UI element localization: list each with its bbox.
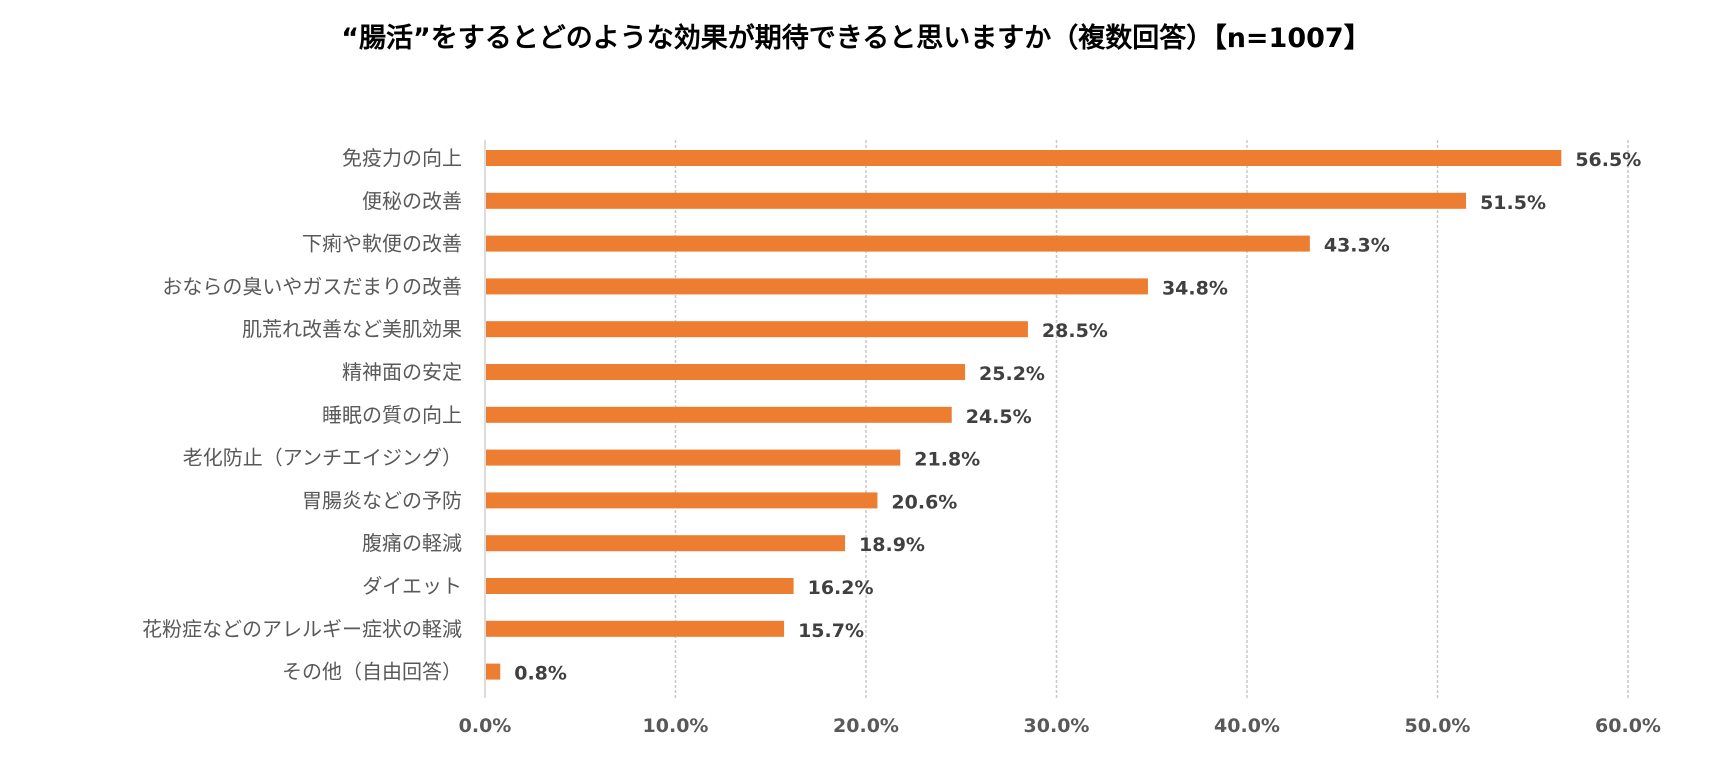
x-tick-label: 60.0% (1595, 715, 1661, 737)
data-label: 0.8% (514, 663, 567, 685)
category-label: 精神面の安定 (342, 360, 462, 384)
data-label: 18.9% (859, 534, 925, 556)
data-label: 24.5% (966, 406, 1032, 428)
data-label: 28.5% (1042, 320, 1108, 342)
bar (486, 449, 901, 466)
category-label: 花粉症などのアレルギー症状の軽減 (142, 617, 462, 641)
bar (486, 235, 1310, 252)
data-label: 16.2% (808, 577, 874, 599)
data-label: 15.7% (798, 620, 864, 642)
bar (486, 321, 1028, 338)
bar (486, 492, 878, 509)
category-label: 下痢や軟便の改善 (302, 232, 462, 256)
category-label: ダイエット (362, 574, 462, 598)
x-tick-label: 10.0% (643, 715, 709, 737)
category-label: 肌荒れ改善など美肌効果 (242, 317, 462, 341)
category-label: 免疫力の向上 (342, 146, 462, 170)
bar (486, 663, 501, 680)
x-tick-label: 30.0% (1024, 715, 1090, 737)
category-label: 老化防止（アンチエイジング） (183, 446, 462, 470)
grid-layer (484, 140, 1629, 698)
x-tick-label: 20.0% (833, 715, 899, 737)
category-label: 腹痛の軽減 (362, 531, 462, 555)
data-label: 25.2% (979, 363, 1045, 385)
bar (486, 406, 952, 423)
category-label: 睡眠の質の向上 (322, 403, 462, 427)
bar (486, 620, 785, 637)
labels-layer: 免疫力の向上 56.5% 便秘の改善 51.5% 下痢や軟便の改善 43.3% おならの臭い… (142, 146, 1641, 685)
bar (486, 364, 966, 380)
category-label: 便秘の改善 (362, 189, 462, 213)
chart-title: “腸活”をするとどのような効果が期待できると思いますか（複数回答）【n=1007… (341, 22, 1370, 54)
data-label: 51.5% (1480, 192, 1546, 214)
category-label: おならの臭いやガスだまりの改善 (162, 274, 462, 298)
bars-layer (486, 150, 1562, 680)
x-tick-label: 50.0% (1405, 715, 1471, 737)
x-tick-label: 40.0% (1214, 715, 1280, 737)
bar (486, 578, 794, 594)
category-label: 胃腸炎などの予防 (302, 488, 462, 512)
data-label: 56.5% (1575, 149, 1641, 171)
x-axis-ticks: 0.0% 10.0% 20.0% 30.0% 40.0% 50.0% 60.0% (459, 715, 1661, 737)
data-label: 34.8% (1162, 277, 1228, 299)
x-tick-label: 0.0% (459, 715, 512, 737)
data-label: 21.8% (914, 449, 980, 471)
bar (486, 535, 846, 552)
bar (486, 150, 1562, 166)
bar (486, 278, 1148, 295)
category-label: その他（自由回答） (282, 660, 462, 684)
data-label: 20.6% (891, 491, 957, 513)
data-label: 43.3% (1324, 235, 1390, 257)
bar (486, 192, 1467, 209)
